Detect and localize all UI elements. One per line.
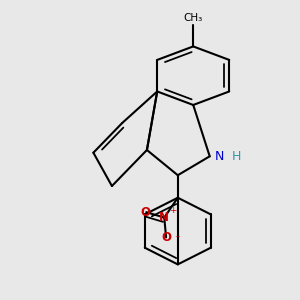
Text: N: N bbox=[215, 150, 224, 163]
Text: CH₃: CH₃ bbox=[184, 13, 203, 23]
Text: N: N bbox=[159, 211, 169, 224]
Text: O: O bbox=[140, 206, 150, 219]
Text: ⁻: ⁻ bbox=[174, 234, 180, 244]
Text: +: + bbox=[169, 206, 177, 215]
Text: O: O bbox=[161, 231, 171, 244]
Text: H: H bbox=[231, 150, 241, 163]
